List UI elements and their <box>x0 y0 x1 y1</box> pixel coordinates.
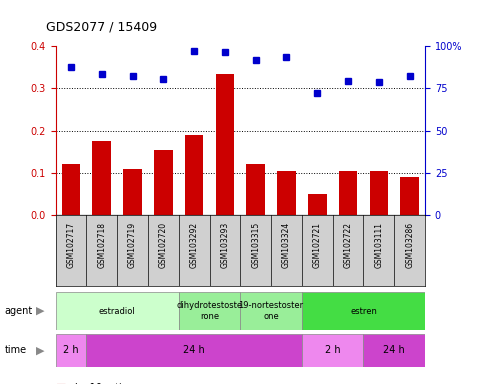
Bar <box>308 194 327 215</box>
Text: GDS2077 / 15409: GDS2077 / 15409 <box>46 20 157 33</box>
Bar <box>56 292 179 330</box>
Text: 19-nortestoster
one: 19-nortestoster one <box>239 301 304 321</box>
Text: 2 h: 2 h <box>63 345 79 356</box>
Bar <box>302 292 425 330</box>
Bar <box>364 334 425 367</box>
Bar <box>62 164 80 215</box>
Text: estradiol: estradiol <box>99 306 136 316</box>
Text: GSM102721: GSM102721 <box>313 222 322 268</box>
Text: 24 h: 24 h <box>183 345 205 356</box>
Text: GSM103292: GSM103292 <box>190 222 199 268</box>
Text: ▶: ▶ <box>36 306 45 316</box>
Text: GSM103293: GSM103293 <box>220 222 229 268</box>
Text: GSM103324: GSM103324 <box>282 222 291 268</box>
Bar <box>241 292 302 330</box>
Text: time: time <box>5 345 27 356</box>
Bar <box>56 334 86 367</box>
Text: GSM102722: GSM102722 <box>343 222 353 268</box>
Bar <box>215 73 234 215</box>
Text: ■: ■ <box>56 383 66 384</box>
Bar <box>246 164 265 215</box>
Bar <box>277 170 296 215</box>
Text: GSM103111: GSM103111 <box>374 222 384 268</box>
Text: log10 ratio: log10 ratio <box>75 383 128 384</box>
Bar <box>92 141 111 215</box>
Bar <box>154 149 172 215</box>
Text: GSM102718: GSM102718 <box>97 222 106 268</box>
Text: estren: estren <box>350 306 377 316</box>
Bar <box>123 169 142 215</box>
Bar <box>179 292 240 330</box>
Bar <box>339 170 357 215</box>
Bar <box>369 170 388 215</box>
Bar <box>86 334 302 367</box>
Text: GSM103286: GSM103286 <box>405 222 414 268</box>
Text: GSM102720: GSM102720 <box>159 222 168 268</box>
Text: GSM103315: GSM103315 <box>251 222 260 268</box>
Bar <box>185 135 203 215</box>
Bar <box>400 177 419 215</box>
Text: GSM102717: GSM102717 <box>67 222 75 268</box>
Text: 2 h: 2 h <box>325 345 341 356</box>
Text: GSM102719: GSM102719 <box>128 222 137 268</box>
Text: 24 h: 24 h <box>384 345 405 356</box>
Text: dihydrotestoste
rone: dihydrotestoste rone <box>176 301 242 321</box>
Text: agent: agent <box>5 306 33 316</box>
Text: ▶: ▶ <box>36 345 45 356</box>
Bar <box>302 334 364 367</box>
